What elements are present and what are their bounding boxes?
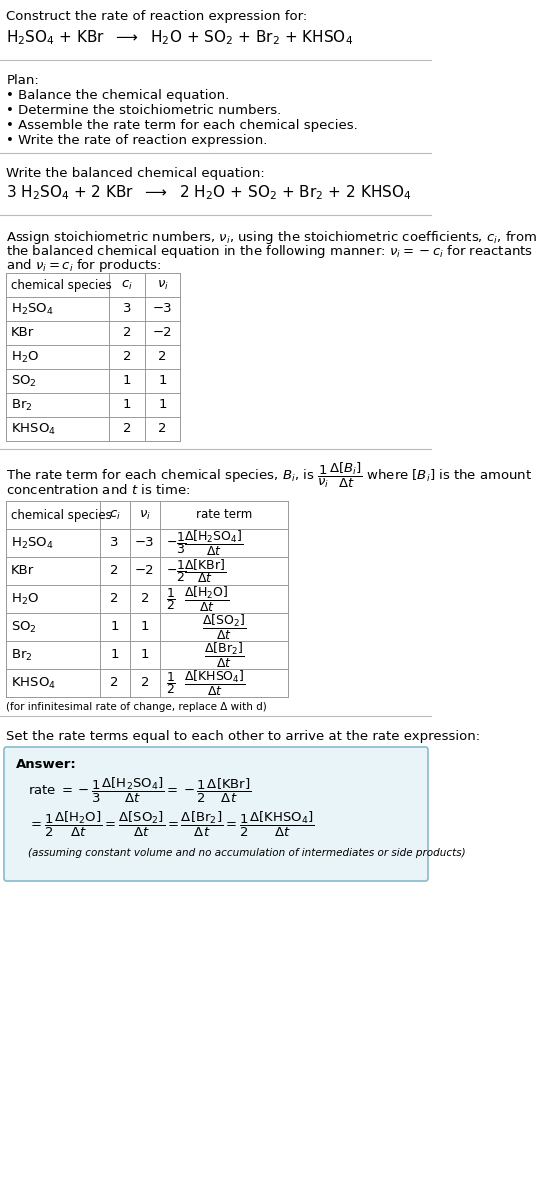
- Text: 3: 3: [110, 537, 119, 550]
- Text: 1: 1: [123, 399, 131, 411]
- Text: 2: 2: [158, 351, 167, 363]
- Text: $\dfrac{\Delta[\mathregular{Br_2}]}{\Delta t}$: $\dfrac{\Delta[\mathregular{Br_2}]}{\Del…: [204, 641, 244, 670]
- Text: • Balance the chemical equation.: • Balance the chemical equation.: [7, 89, 229, 102]
- Text: 3 $\mathregular{H_2SO_4}$ + 2 KBr  $\longrightarrow$  2 $\mathregular{H_2O}$ + $: 3 $\mathregular{H_2SO_4}$ + 2 KBr $\long…: [7, 183, 412, 201]
- Text: $c_i$: $c_i$: [109, 508, 121, 521]
- Text: $-\dfrac{1}{3}$: $-\dfrac{1}{3}$: [166, 530, 187, 556]
- Text: 2: 2: [140, 593, 149, 605]
- Text: rate $= -\dfrac{1}{3}\dfrac{\Delta[\mathregular{H_2SO_4}]}{\Delta t} = -\dfrac{1: rate $= -\dfrac{1}{3}\dfrac{\Delta[\math…: [28, 776, 252, 805]
- Text: and $\nu_i = c_i$ for products:: and $\nu_i = c_i$ for products:: [7, 258, 162, 274]
- Text: (assuming constant volume and no accumulation of intermediates or side products): (assuming constant volume and no accumul…: [28, 848, 466, 858]
- Text: −3: −3: [135, 537, 155, 550]
- Text: KBr: KBr: [11, 564, 34, 577]
- Text: 2: 2: [158, 423, 167, 436]
- Text: Plan:: Plan:: [7, 74, 39, 87]
- Text: 1: 1: [158, 375, 167, 387]
- Text: 2: 2: [123, 327, 131, 339]
- Text: 2: 2: [140, 677, 149, 690]
- Text: • Assemble the rate term for each chemical species.: • Assemble the rate term for each chemic…: [7, 119, 358, 132]
- Text: rate term: rate term: [196, 508, 252, 521]
- Text: $\mathregular{H_2SO_4}$: $\mathregular{H_2SO_4}$: [11, 302, 54, 316]
- Text: 1: 1: [158, 399, 167, 411]
- Text: $\mathregular{H_2SO_4}$: $\mathregular{H_2SO_4}$: [11, 536, 54, 551]
- Text: $\dfrac{\Delta[\mathregular{H_2O}]}{\Delta t}$: $\dfrac{\Delta[\mathregular{H_2O}]}{\Del…: [183, 585, 229, 613]
- Text: (for infinitesimal rate of change, replace Δ with d): (for infinitesimal rate of change, repla…: [7, 702, 267, 712]
- Text: 2: 2: [110, 677, 119, 690]
- Text: −3: −3: [153, 303, 173, 315]
- Text: KBr: KBr: [11, 327, 34, 339]
- Text: The rate term for each chemical species, $B_i$, is $\dfrac{1}{\nu_i}\dfrac{\Delt: The rate term for each chemical species,…: [7, 461, 532, 490]
- Text: 2: 2: [123, 351, 131, 363]
- Text: 1: 1: [140, 621, 149, 634]
- Text: the balanced chemical equation in the following manner: $\nu_i = -c_i$ for react: the balanced chemical equation in the fo…: [7, 243, 533, 260]
- Text: Construct the rate of reaction expression for:: Construct the rate of reaction expressio…: [7, 10, 307, 23]
- Text: −2: −2: [135, 564, 155, 577]
- Text: Assign stoichiometric numbers, $\nu_i$, using the stoichiometric coefficients, $: Assign stoichiometric numbers, $\nu_i$, …: [7, 229, 537, 246]
- Text: 2: 2: [110, 593, 119, 605]
- Text: 2: 2: [110, 564, 119, 577]
- Text: concentration and $t$ is time:: concentration and $t$ is time:: [7, 483, 191, 497]
- Text: −2: −2: [153, 327, 173, 339]
- Text: 3: 3: [123, 303, 131, 315]
- Text: $\mathregular{H_2SO_4}$ + KBr  $\longrightarrow$  $\mathregular{H_2O}$ + $\mathr: $\mathregular{H_2SO_4}$ + KBr $\longrigh…: [7, 28, 354, 47]
- Text: 1: 1: [110, 621, 119, 634]
- Text: 1: 1: [140, 648, 149, 661]
- Text: $\mathregular{H_2O}$: $\mathregular{H_2O}$: [11, 350, 39, 364]
- Text: • Write the rate of reaction expression.: • Write the rate of reaction expression.: [7, 134, 268, 147]
- Text: Write the balanced chemical equation:: Write the balanced chemical equation:: [7, 167, 265, 180]
- Text: 1: 1: [110, 648, 119, 661]
- Text: $\dfrac{\Delta[\mathregular{KBr}]}{\Delta t}$: $\dfrac{\Delta[\mathregular{KBr}]}{\Delt…: [183, 557, 225, 585]
- Text: $\dfrac{1}{2}$: $\dfrac{1}{2}$: [166, 670, 176, 696]
- Text: 1: 1: [123, 375, 131, 387]
- Text: $c_i$: $c_i$: [121, 278, 133, 291]
- Text: $\mathregular{SO_2}$: $\mathregular{SO_2}$: [11, 374, 37, 388]
- Text: $\dfrac{\Delta[\mathregular{KHSO_4}]}{\Delta t}$: $\dfrac{\Delta[\mathregular{KHSO_4}]}{\D…: [183, 668, 245, 697]
- Text: $\mathregular{SO_2}$: $\mathregular{SO_2}$: [11, 619, 37, 635]
- Text: chemical species: chemical species: [11, 508, 112, 521]
- Text: $\mathregular{H_2O}$: $\mathregular{H_2O}$: [11, 592, 39, 606]
- Text: Set the rate terms equal to each other to arrive at the rate expression:: Set the rate terms equal to each other t…: [7, 730, 480, 743]
- Text: $= \dfrac{1}{2}\dfrac{\Delta[\mathregular{H_2O}]}{\Delta t} = \dfrac{\Delta[\mat: $= \dfrac{1}{2}\dfrac{\Delta[\mathregula…: [28, 810, 315, 840]
- Text: $\mathregular{KHSO_4}$: $\mathregular{KHSO_4}$: [11, 676, 56, 690]
- Text: $\nu_i$: $\nu_i$: [139, 508, 151, 521]
- FancyBboxPatch shape: [4, 748, 428, 881]
- Text: $\dfrac{\Delta[\mathregular{H_2SO_4}]}{\Delta t}$: $\dfrac{\Delta[\mathregular{H_2SO_4}]}{\…: [183, 528, 243, 557]
- Text: 2: 2: [123, 423, 131, 436]
- Text: $\dfrac{\Delta[\mathregular{SO_2}]}{\Delta t}$: $\dfrac{\Delta[\mathregular{SO_2}]}{\Del…: [202, 612, 246, 641]
- Text: $\mathregular{KHSO_4}$: $\mathregular{KHSO_4}$: [11, 422, 56, 436]
- Text: $\mathregular{Br_2}$: $\mathregular{Br_2}$: [11, 398, 33, 412]
- Text: • Determine the stoichiometric numbers.: • Determine the stoichiometric numbers.: [7, 104, 282, 117]
- Text: $\mathregular{Br_2}$: $\mathregular{Br_2}$: [11, 647, 33, 662]
- Text: $\dfrac{1}{2}$: $\dfrac{1}{2}$: [166, 586, 176, 612]
- Text: $-\dfrac{1}{2}$: $-\dfrac{1}{2}$: [166, 558, 187, 583]
- Text: $\nu_i$: $\nu_i$: [157, 278, 169, 291]
- Text: chemical species: chemical species: [11, 278, 112, 291]
- Text: Answer:: Answer:: [16, 758, 76, 772]
